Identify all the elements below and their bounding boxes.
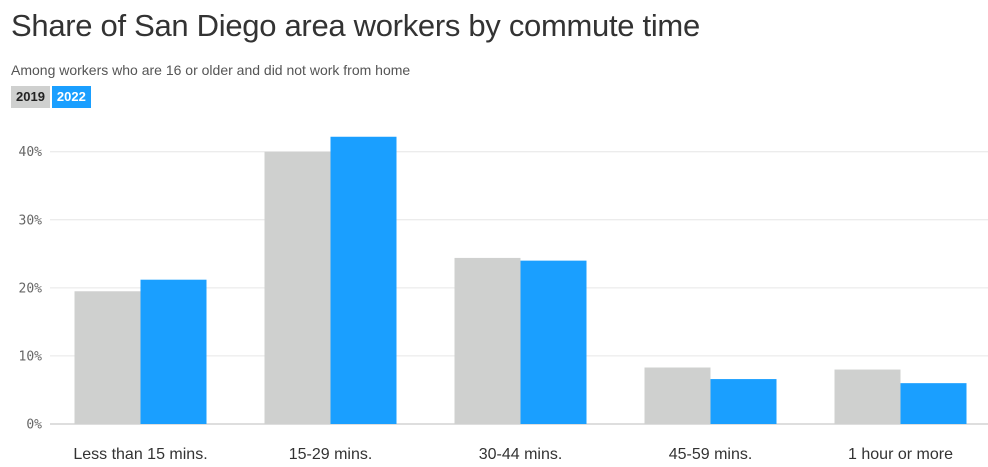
legend: 2019 2022 (11, 86, 93, 108)
y-tick-label: 30% (19, 213, 43, 228)
chart-title: Share of San Diego area workers by commu… (11, 8, 700, 43)
y-tick-label: 10% (19, 349, 43, 364)
y-tick-label: 40% (19, 145, 43, 160)
bar-2019-3 (644, 367, 711, 424)
bar-2022-4 (900, 383, 967, 424)
legend-item-2019: 2019 (11, 86, 50, 108)
chart-subtitle: Among workers who are 16 or older and di… (11, 62, 411, 78)
bar-2022-3 (710, 379, 777, 424)
y-tick-label: 0% (26, 418, 42, 433)
y-axis: 0% 10% 20% 30% 40% (19, 145, 43, 432)
bar-2019-1 (264, 151, 331, 424)
bar-2022-0 (140, 279, 207, 424)
x-axis: Less than 15 mins. 15-29 mins. 30-44 mins.… (73, 446, 953, 463)
x-tick-label: 30-44 mins. (479, 446, 563, 463)
bar-2019-0 (74, 291, 141, 424)
bar-2019-4 (834, 369, 901, 424)
x-tick-label: 15-29 mins. (289, 446, 373, 463)
x-tick-label: Less than 15 mins. (73, 446, 207, 463)
y-tick-label: 20% (19, 281, 43, 296)
x-tick-label: 45-59 mins. (669, 446, 753, 463)
legend-item-2022: 2022 (51, 86, 91, 108)
bar-2022-1 (330, 136, 397, 425)
bar-2022-2 (520, 260, 587, 424)
bar-2019-2 (454, 257, 521, 424)
x-tick-label: 1 hour or more (848, 446, 953, 463)
bars (74, 136, 967, 425)
